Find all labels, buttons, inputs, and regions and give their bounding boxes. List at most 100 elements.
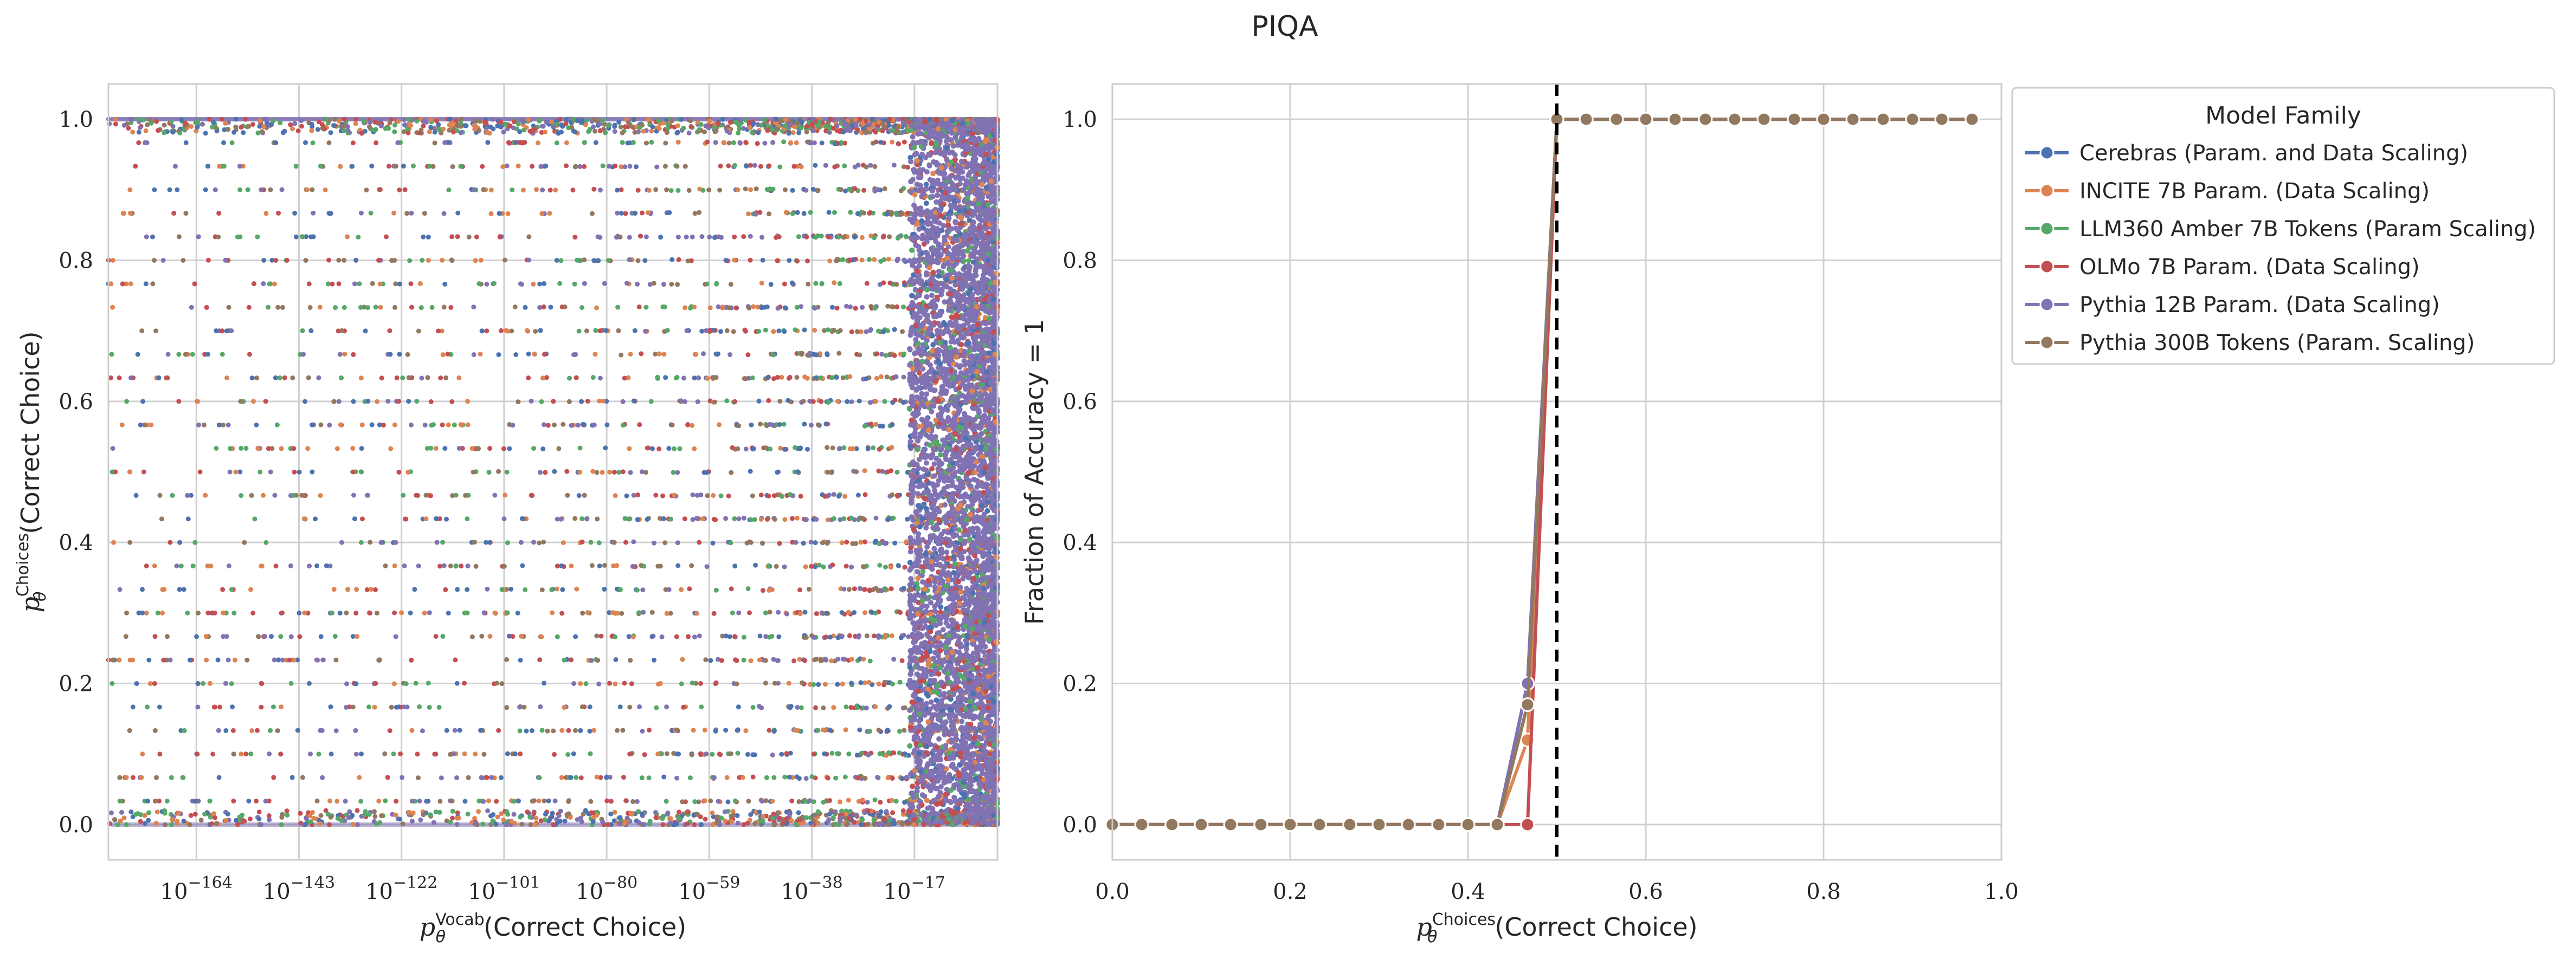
scatter-point xyxy=(814,352,819,358)
scatter-point xyxy=(303,258,308,263)
scatter-point xyxy=(589,211,595,216)
scatter-point xyxy=(735,813,740,818)
scatter-point xyxy=(556,131,561,136)
scatter-point xyxy=(474,119,479,124)
scatter-point xyxy=(548,187,553,193)
scatter-point xyxy=(279,813,285,818)
scatter-point xyxy=(607,681,612,686)
scatter-point xyxy=(711,517,717,522)
scatter-point xyxy=(350,822,356,827)
scatter-point xyxy=(901,139,907,145)
scatter-point xyxy=(794,375,800,380)
scatter-point xyxy=(782,305,788,310)
scatter-point xyxy=(344,704,349,710)
scatter-point xyxy=(302,399,308,404)
scatter-point xyxy=(110,657,115,663)
scatter-point xyxy=(713,587,719,593)
scatter-point xyxy=(760,588,765,593)
scatter-point xyxy=(205,563,210,569)
scatter-point xyxy=(226,127,231,132)
scatter-point xyxy=(211,120,216,125)
scatter-point xyxy=(188,813,194,818)
scatter-point xyxy=(368,540,373,545)
scatter-point xyxy=(614,235,619,240)
scatter-point xyxy=(891,163,897,168)
scatter-point xyxy=(777,164,783,170)
scatter-point xyxy=(350,469,356,475)
scatter-point xyxy=(788,704,794,709)
scatter-point xyxy=(887,817,892,822)
scatter-point xyxy=(619,187,624,192)
scatter-point xyxy=(189,493,194,498)
scatter-point xyxy=(766,563,771,568)
scatter-point xyxy=(836,351,842,356)
scatter-point xyxy=(491,126,496,132)
scatter-point xyxy=(365,399,371,404)
scatter-point xyxy=(499,681,505,686)
scatter-point xyxy=(798,705,804,710)
scatter-point xyxy=(169,775,174,780)
scatter-point xyxy=(598,187,603,193)
scatter-point xyxy=(767,163,772,169)
scatter-point xyxy=(732,234,737,239)
scatter-point xyxy=(235,234,240,239)
scatter-point xyxy=(867,328,873,333)
scatter-point xyxy=(557,281,563,286)
scatter-point xyxy=(217,164,222,169)
scatter-point xyxy=(759,235,765,240)
scatter-point xyxy=(298,811,303,816)
scatter-point xyxy=(630,799,636,804)
scatter-point xyxy=(901,164,906,170)
scatter-point xyxy=(554,586,559,592)
scatter-point xyxy=(444,818,449,824)
scatter-point xyxy=(241,130,246,135)
scatter-point xyxy=(205,164,211,169)
scatter-point xyxy=(791,164,797,169)
scatter-point xyxy=(639,775,645,781)
scatter-point xyxy=(261,493,266,498)
scatter-point xyxy=(575,423,581,428)
scatter-point xyxy=(834,257,840,262)
scatter-point xyxy=(728,282,733,287)
scatter-point xyxy=(458,422,463,427)
scatter-point xyxy=(620,130,625,135)
scatter-point xyxy=(472,816,478,821)
scatter-point xyxy=(216,775,222,780)
scatter-point xyxy=(821,727,826,733)
scatter-point xyxy=(756,398,762,404)
scatter-point xyxy=(839,808,845,814)
scatter-point xyxy=(727,352,733,357)
scatter-point xyxy=(504,657,509,662)
scatter-point xyxy=(133,812,139,817)
scatter-point xyxy=(873,515,879,521)
scatter-point xyxy=(862,468,867,474)
scatter-point xyxy=(588,751,593,756)
scatter-point xyxy=(352,516,357,522)
scatter-point xyxy=(426,257,431,263)
scatter-point xyxy=(130,704,136,710)
scatter-point xyxy=(130,117,135,122)
scatter-point xyxy=(597,398,602,404)
scatter-point xyxy=(901,351,907,357)
scatter-point xyxy=(313,516,318,522)
scatter-point xyxy=(662,540,668,546)
scatter-point xyxy=(529,493,534,498)
scatter-point xyxy=(746,799,751,804)
scatter-point xyxy=(873,704,878,709)
scatter-point xyxy=(301,352,306,357)
scatter-point xyxy=(838,328,843,333)
scatter-point xyxy=(307,305,313,310)
scatter-point xyxy=(784,611,789,617)
scatter-point xyxy=(855,493,861,498)
scatter-point xyxy=(594,470,600,475)
scatter-point xyxy=(814,611,819,617)
scatter-point xyxy=(517,129,523,134)
scatter-point xyxy=(841,516,847,521)
scatter-point xyxy=(290,375,295,380)
scatter-point xyxy=(845,399,850,404)
scatter-point xyxy=(712,129,718,134)
scatter-point xyxy=(272,281,277,287)
scatter-point xyxy=(894,258,900,263)
scatter-point xyxy=(654,705,659,710)
